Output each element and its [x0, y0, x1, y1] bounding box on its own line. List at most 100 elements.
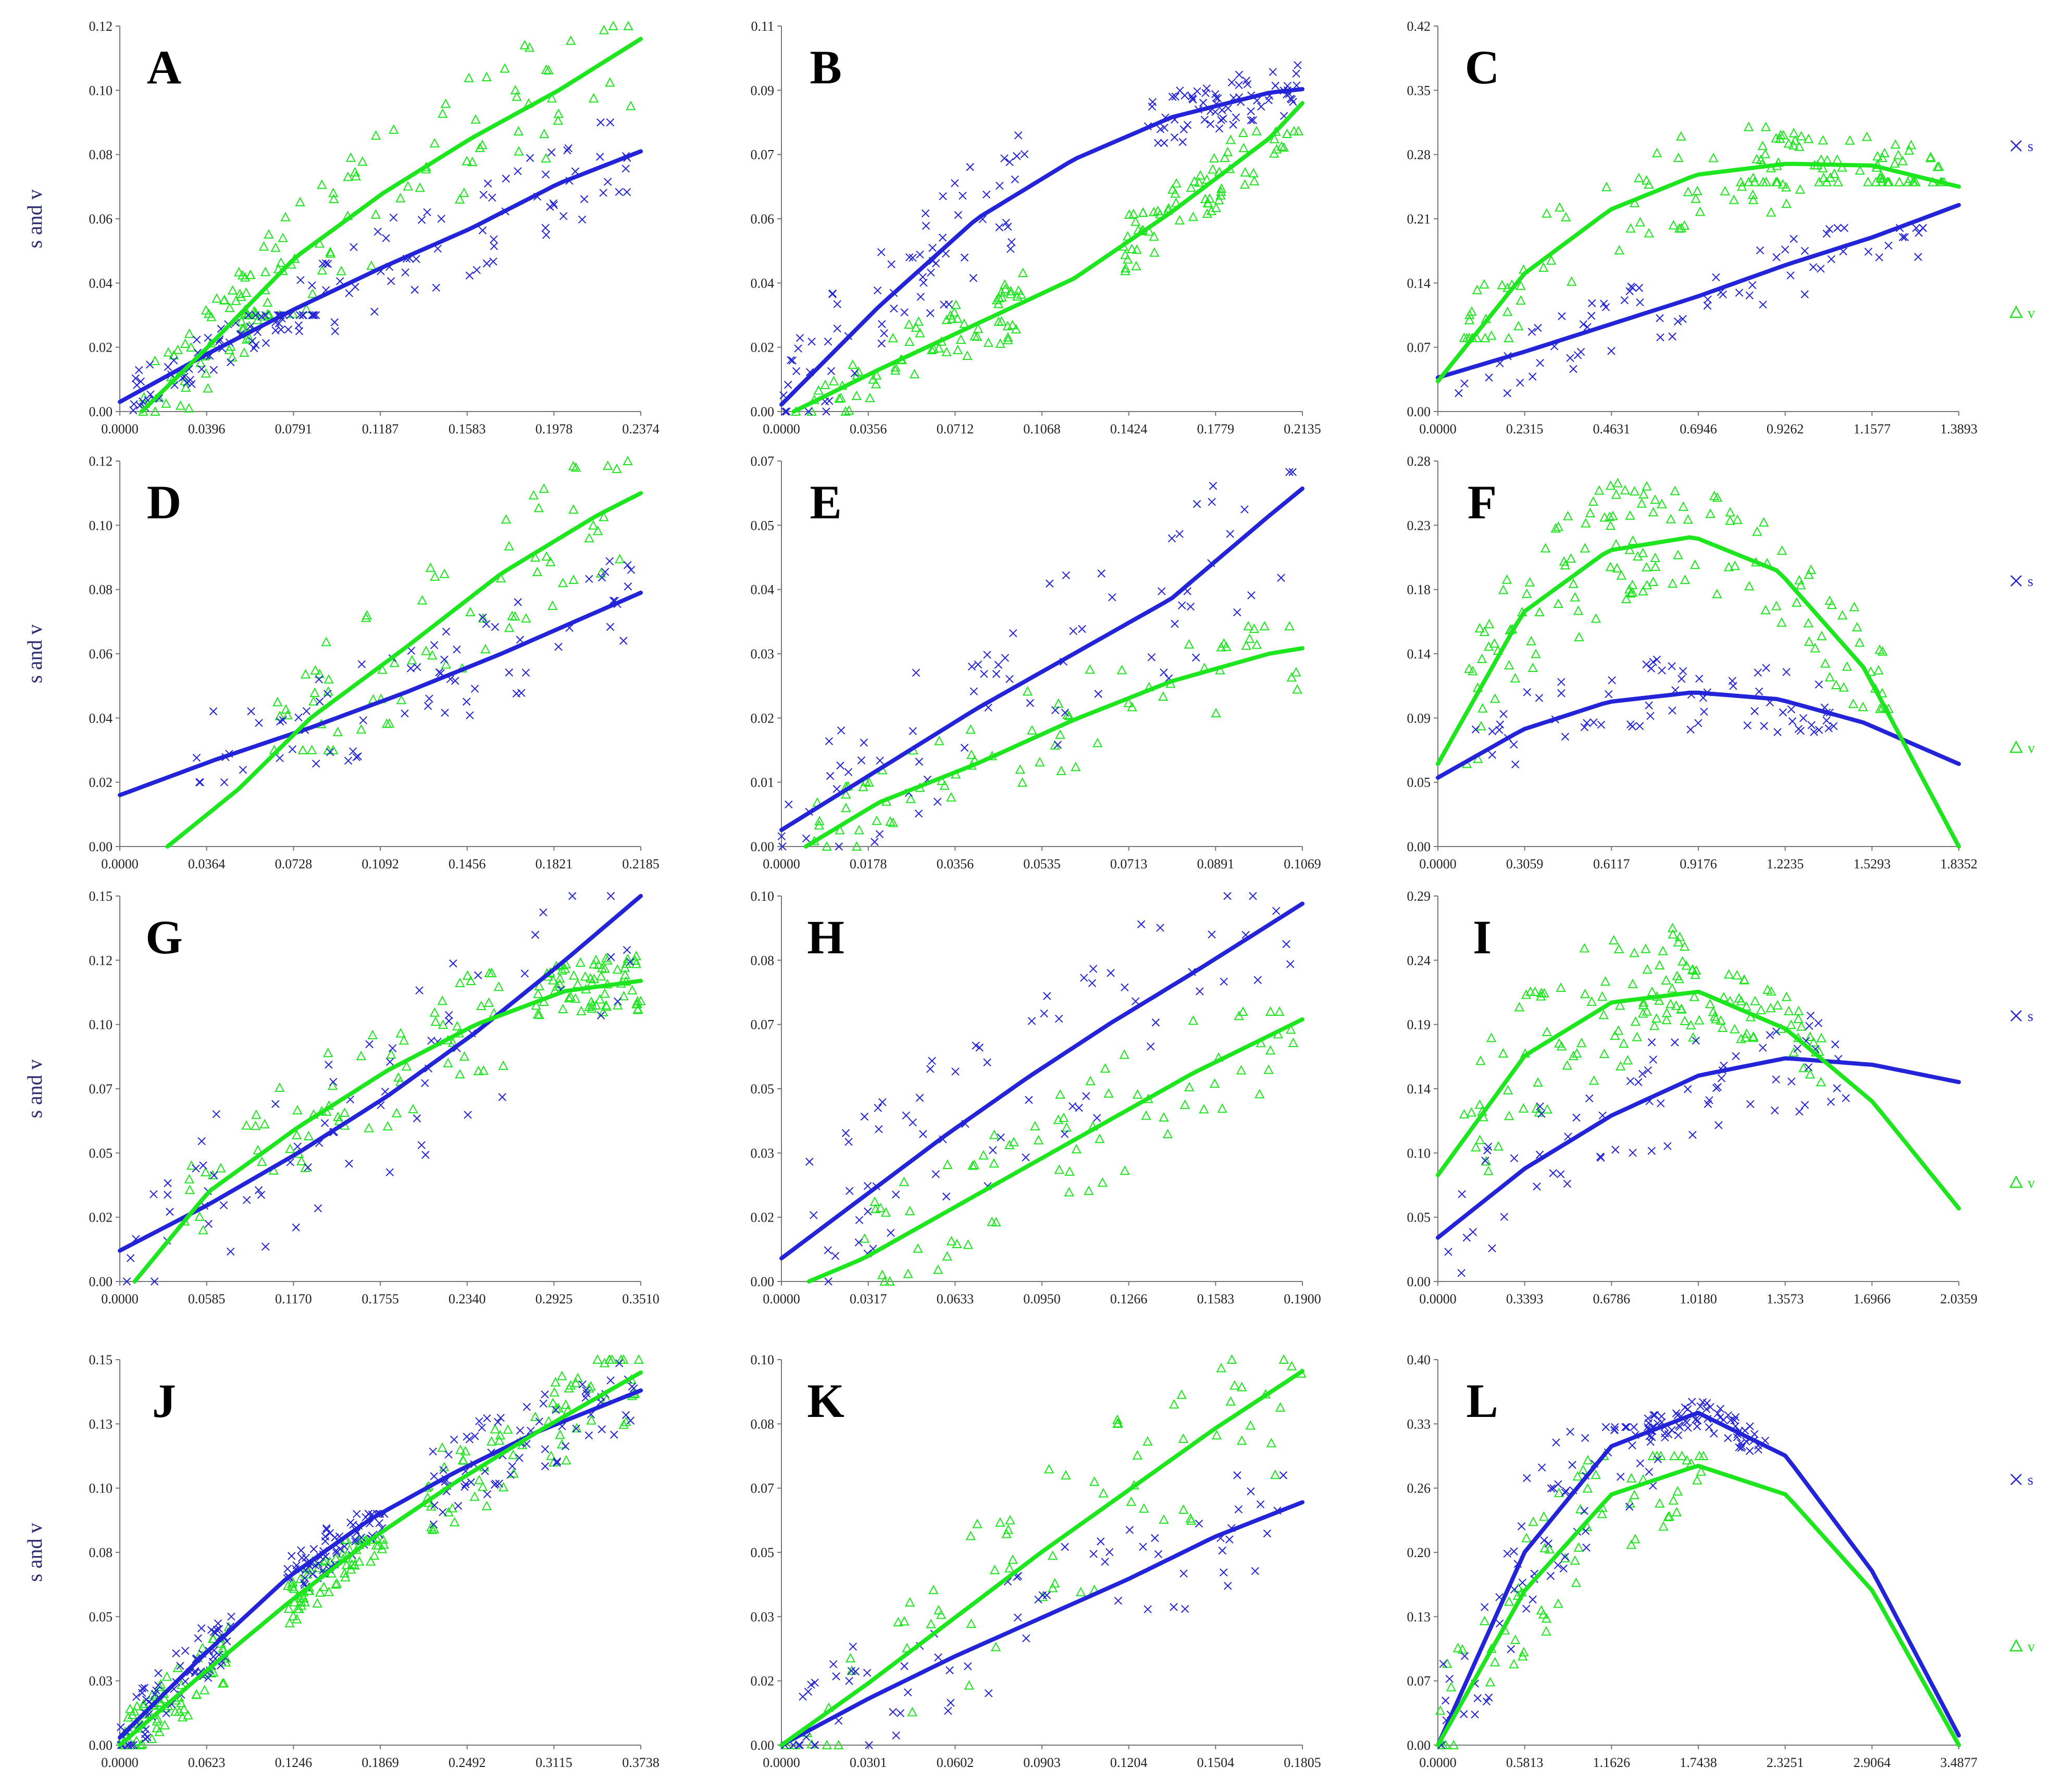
point-v: [388, 124, 399, 134]
point-s: [1473, 1694, 1482, 1702]
point-v: [1481, 1156, 1492, 1166]
point-s: [1756, 246, 1765, 255]
point-v: [1732, 970, 1742, 980]
point-v: [295, 196, 305, 206]
fit-line-s: [118, 149, 643, 404]
point-s: [321, 1532, 330, 1541]
point-s: [1544, 1539, 1552, 1548]
point-s: [1022, 1153, 1030, 1162]
point-s: [807, 1681, 815, 1689]
series-v-points: [790, 126, 1304, 416]
x-tick-label: 0.6786: [1593, 1291, 1631, 1306]
point-v: [245, 269, 256, 279]
point-v: [926, 1619, 936, 1628]
point-s: [515, 1453, 524, 1462]
y-tick-label: 0.10: [89, 518, 113, 533]
point-v: [570, 1377, 581, 1387]
point-s: [475, 1417, 483, 1426]
point-v: [159, 1720, 170, 1729]
point-s: [1706, 1403, 1714, 1411]
point-s: [1158, 587, 1166, 595]
point-s: [336, 1545, 344, 1553]
point-s: [284, 325, 293, 334]
point-s: [196, 778, 204, 787]
point-s: [444, 1450, 453, 1459]
point-v: [328, 744, 339, 754]
point-s: [994, 661, 1003, 669]
point-s: [411, 285, 419, 294]
point-v: [481, 1500, 492, 1511]
point-s: [130, 400, 138, 408]
point-v: [1473, 753, 1483, 763]
point-v: [429, 1524, 440, 1534]
point-s: [1533, 1183, 1541, 1191]
y-tick-label: 0.07: [89, 1081, 113, 1097]
point-s: [1687, 1398, 1696, 1406]
point-s: [406, 664, 415, 673]
point-s: [597, 1011, 605, 1020]
point-v: [1776, 545, 1787, 555]
legend-marker-s: [2010, 575, 2022, 587]
point-v: [417, 595, 428, 605]
point-v: [630, 955, 640, 965]
point-v: [1237, 1435, 1247, 1445]
point-s: [138, 397, 147, 406]
y-tick-label: 0.07: [751, 1481, 775, 1496]
point-s: [1114, 1597, 1123, 1605]
point-s: [1147, 653, 1156, 662]
point-s: [1622, 1423, 1631, 1432]
point-s: [1815, 680, 1823, 689]
legend-label-s: s: [2028, 1009, 2033, 1025]
point-v: [555, 973, 565, 983]
point-v: [302, 1569, 313, 1578]
point-v: [323, 1048, 333, 1057]
point-v: [599, 512, 609, 521]
point-s: [909, 727, 917, 736]
point-s: [1601, 303, 1610, 312]
point-s: [295, 327, 304, 335]
point-v: [1676, 222, 1686, 232]
point-v: [1293, 126, 1304, 135]
point-v: [608, 20, 618, 30]
point-v: [325, 246, 336, 256]
y-tick-label: 0.07: [1407, 1674, 1431, 1689]
point-v: [1475, 1055, 1486, 1065]
point-v: [557, 965, 567, 975]
point-v: [604, 1354, 615, 1364]
point-s: [622, 1411, 630, 1420]
point-s: [944, 1707, 952, 1715]
point-s: [297, 1553, 306, 1562]
point-v: [351, 171, 361, 181]
point-s: [833, 300, 841, 308]
x-tick-label: 0.1266: [1110, 1291, 1148, 1306]
point-v: [1446, 1682, 1457, 1691]
point-s: [491, 623, 500, 631]
point-s: [514, 167, 522, 176]
point-v: [1872, 151, 1883, 161]
point-s: [1206, 120, 1215, 128]
point-v: [1638, 586, 1648, 596]
point-v: [1709, 1011, 1720, 1021]
point-v: [339, 1568, 350, 1578]
point-v: [1585, 507, 1595, 517]
point-s: [1611, 1423, 1619, 1432]
point-v: [1288, 1037, 1299, 1047]
x-tick-label: 0.1900: [1284, 1291, 1321, 1306]
point-s: [623, 561, 632, 569]
point-v: [1271, 144, 1282, 154]
point-v: [1793, 1013, 1804, 1024]
point-v: [983, 337, 993, 347]
point-v: [553, 108, 564, 118]
point-v: [306, 744, 317, 754]
point-s: [1208, 930, 1216, 939]
point-s: [1263, 1529, 1272, 1538]
point-s: [1809, 263, 1818, 271]
point-s: [1714, 1121, 1723, 1129]
point-v: [1842, 661, 1853, 671]
point-s: [1589, 718, 1598, 727]
point-v: [1667, 923, 1678, 932]
point-v: [1574, 632, 1584, 642]
fit-line-s: [118, 894, 643, 1253]
point-v: [612, 964, 623, 974]
point-s: [1108, 593, 1116, 602]
